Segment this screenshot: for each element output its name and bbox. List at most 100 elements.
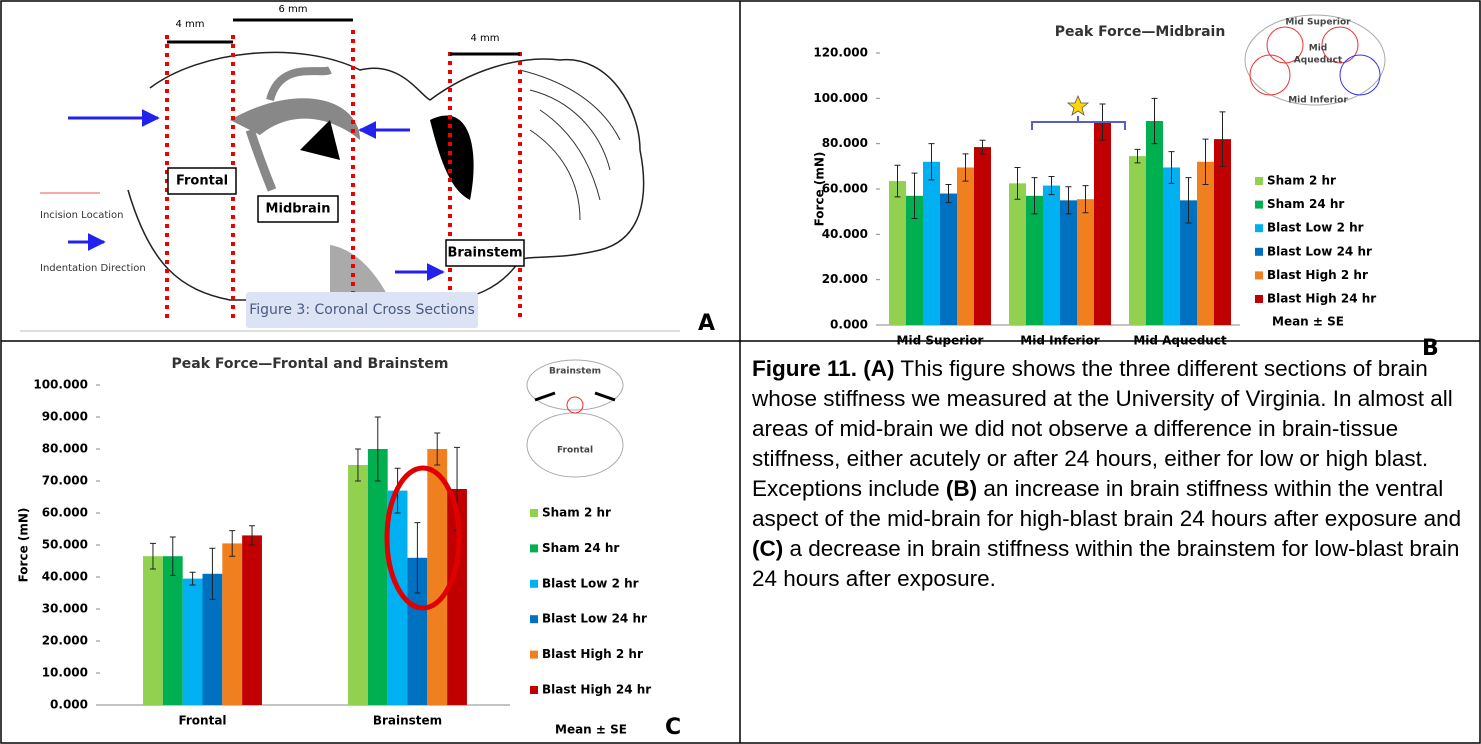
bar <box>242 535 262 705</box>
inset-label: Aqueduct <box>1294 56 1343 66</box>
bar <box>1009 183 1026 325</box>
error-bar <box>945 183 952 204</box>
bar <box>923 161 940 325</box>
panel-letter: B <box>1422 336 1439 361</box>
error-bar <box>1065 186 1072 215</box>
x-tick-label: Mid Inferior <box>1020 334 1099 348</box>
bar <box>1146 121 1163 325</box>
legend-label: Indentation Direction <box>40 263 146 274</box>
legend-swatch <box>530 509 538 517</box>
legend-label: Blast Low 2 hr <box>1267 221 1364 235</box>
legend-label: Incision Location <box>40 210 123 221</box>
significance-bracket <box>1031 116 1126 130</box>
x-tick-label: Frontal <box>178 714 226 728</box>
caption-ref: (B) <box>945 476 978 501</box>
legend-swatch <box>530 579 538 588</box>
error-bar <box>374 416 381 482</box>
inset-label: Mid Superior <box>1285 18 1351 28</box>
section-label: Midbrain <box>266 202 331 217</box>
error-bar <box>1048 176 1055 196</box>
error-bar <box>1185 177 1192 224</box>
bar <box>1094 122 1111 325</box>
error-bar <box>249 525 256 546</box>
y-tick-label: 0.000 <box>50 698 88 712</box>
error-bar <box>1014 166 1021 200</box>
error-bar <box>149 542 156 570</box>
error-bar <box>894 164 901 198</box>
error-bar <box>962 153 969 182</box>
bar <box>1060 200 1077 325</box>
inset-label: Mid <box>1309 44 1327 54</box>
highlight-ellipse <box>384 465 462 611</box>
bar <box>387 490 408 705</box>
significance-star <box>1066 94 1090 116</box>
legend-swatch <box>530 650 538 659</box>
bar <box>906 195 923 325</box>
bar <box>974 147 991 325</box>
legend-swatch <box>1255 200 1263 209</box>
inset-label: Frontal <box>557 446 593 456</box>
inset-label: Brainstem <box>549 367 601 377</box>
y-tick-label: 20.000 <box>42 634 88 648</box>
bar <box>143 556 163 705</box>
caption-label: Figure 11. <box>752 356 858 381</box>
error-bar <box>414 522 421 594</box>
bar <box>447 489 467 705</box>
caption-text: an increase in brain stiffness within th… <box>752 476 1462 531</box>
diagram-caption: Figure 3: Coronal Cross Sections <box>249 302 475 318</box>
legend-label: Sham 2 hr <box>542 506 611 520</box>
brain-diagram <box>20 18 680 332</box>
y-tick-label: 50.000 <box>42 538 88 552</box>
y-tick-label: 40.000 <box>822 227 868 241</box>
bar <box>407 557 428 705</box>
bar <box>1180 200 1197 325</box>
dimension-label: 4 mm <box>175 19 204 30</box>
caption-ref: (A) <box>857 356 895 381</box>
bar <box>367 449 388 705</box>
inset-diagram <box>526 14 1386 478</box>
annotation: Mean ± SE <box>555 723 627 737</box>
bar <box>1163 167 1180 325</box>
y-tick-label: 80.000 <box>42 442 88 456</box>
error-bar <box>434 432 441 466</box>
error-bar <box>1202 138 1209 185</box>
bar <box>427 449 448 705</box>
bar <box>1129 156 1146 325</box>
chart-title: Peak Force—Midbrain <box>1055 24 1226 40</box>
error-bar <box>979 139 986 155</box>
bar <box>889 181 906 325</box>
legend-label: Blast Low 24 hr <box>1267 244 1372 258</box>
error-bar <box>169 536 176 576</box>
bar <box>1077 199 1094 325</box>
y-tick-label: 60.000 <box>42 506 88 520</box>
panel-letter: C <box>665 715 681 740</box>
dimension-label: 4 mm <box>470 33 499 44</box>
bar <box>957 167 974 325</box>
error-bar <box>911 172 918 219</box>
error-bar <box>1168 151 1175 184</box>
figure-caption: Figure 11. (A) This figure shows the thr… <box>752 354 1472 594</box>
bar <box>202 573 223 705</box>
section-label: Brainstem <box>447 246 522 261</box>
y-tick-label: 100.000 <box>33 378 88 392</box>
x-tick-label: Brainstem <box>373 714 442 728</box>
bar <box>348 465 368 705</box>
error-bar <box>1082 185 1089 214</box>
legend-label: Blast High 2 hr <box>1267 268 1368 282</box>
annotation: Mean ± SE <box>1272 315 1344 329</box>
error-bar <box>209 547 216 600</box>
y-tick-label: 90.000 <box>42 410 88 424</box>
legend-label: Blast Low 24 hr <box>542 612 647 626</box>
error-bar <box>928 143 935 181</box>
y-tick-label: 120.000 <box>813 46 868 60</box>
y-tick-label: 80.000 <box>822 136 868 150</box>
y-tick-label: 30.000 <box>42 602 88 616</box>
error-bar <box>1134 148 1141 164</box>
legend-label: Sham 2 hr <box>1267 174 1336 188</box>
legend-swatch <box>1255 224 1263 233</box>
section-label: Frontal <box>176 174 228 189</box>
legend-swatch <box>530 615 538 624</box>
y-tick-label: 20.000 <box>822 272 868 286</box>
legend-label: Sham 24 hr <box>542 541 619 555</box>
legend-label: Sham 24 hr <box>1267 197 1344 211</box>
